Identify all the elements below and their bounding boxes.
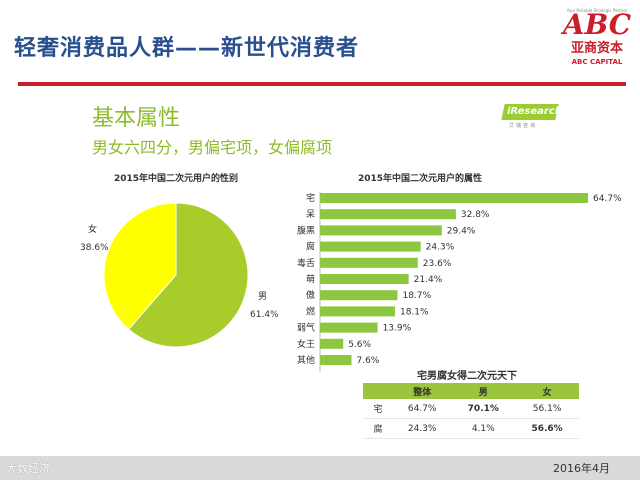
pie-category-label-female: 女: [88, 223, 97, 235]
summary-column-header: 整体: [393, 383, 452, 399]
bar-value-label: 64.7%: [593, 194, 622, 204]
bar-category-label: 燃: [306, 305, 315, 317]
bar-category-label: 傲: [306, 289, 315, 301]
bar-category-label: 弱气: [297, 322, 315, 334]
bar: [320, 274, 409, 284]
bar: [320, 209, 456, 220]
logo-abc-wordmark: ABC: [562, 8, 632, 41]
bar-category-label: 女王: [297, 338, 315, 350]
section-subheading: 男女六四分，男偏宅项，女偏腐项: [92, 138, 333, 157]
bar: [320, 193, 589, 203]
table-cell: 64.7%: [393, 399, 452, 419]
table-cell: 56.6%: [515, 418, 579, 439]
abc-capital-logo: Your Reliable Strategic Partner ABC 亚商资本…: [560, 8, 634, 68]
pie-value-label-female: 38.6%: [80, 243, 109, 253]
watermark: 大数经济: [6, 462, 50, 475]
bar-value-label: 5.6%: [348, 340, 371, 350]
pie-chart-title: 2015年中国二次元用户的性别: [114, 172, 238, 184]
pie-category-label-male: 男: [258, 291, 267, 302]
bar: [320, 241, 421, 252]
slide-title: 轻奢消费品人群——新世代消费者: [14, 36, 360, 61]
bar: [320, 290, 398, 301]
bar-category-label: 腹黑: [297, 224, 315, 236]
summary-table-header: 整体男女: [363, 383, 579, 399]
bar: [320, 225, 442, 236]
bar-category-label: 其他: [297, 354, 315, 366]
table-cell: 70.1%: [451, 399, 516, 419]
table-row: 腐 24.3% 4.1% 56.6%: [363, 418, 579, 439]
bar-category-label: 呆: [306, 209, 315, 220]
logo-tagline: Your Reliable Strategic Partner: [566, 8, 628, 13]
logo-chinese-name: 亚商资本: [570, 41, 623, 56]
bar-value-label: 13.9%: [383, 324, 412, 334]
attribute-bar-chart: 宅 64.7% 呆 32.8% 腹黑 29.4% 腐 24.3% 毒舌 23.6% 萌 21.4% 傲 1…: [297, 192, 622, 373]
table-cell: 宅: [363, 399, 393, 419]
bar-value-label: 18.7%: [402, 291, 431, 301]
pie-slice-female: [103, 202, 177, 331]
section-heading: 基本属性: [92, 106, 181, 131]
table-cell: 腐: [363, 418, 393, 439]
logo-english-name: ABC CAPITAL: [571, 58, 623, 66]
bar-value-label: 21.4%: [414, 275, 443, 285]
bar-category-label: 毒舌: [297, 257, 315, 269]
bar-category-label: 宅: [306, 192, 315, 204]
summary-column-header: [363, 383, 393, 399]
summary-table-title: 宅男腐女得二次元天下: [417, 371, 517, 382]
bar-value-label: 23.6%: [423, 259, 452, 269]
table-cell: 4.1%: [451, 418, 516, 439]
bar-value-label: 29.4%: [447, 226, 476, 236]
bar-chart-title: 2015年中国二次元用户的属性: [358, 172, 482, 184]
iresearch-logo: iResearch 艾瑞咨询: [501, 104, 562, 130]
bar: [320, 306, 395, 317]
summary-column-header: 男: [451, 383, 516, 399]
header-divider: [18, 82, 626, 86]
bar-value-label: 32.8%: [461, 210, 490, 220]
table-cell: 24.3%: [393, 418, 452, 439]
bar: [320, 257, 418, 268]
summary-table: 整体男女 宅 64.7% 70.1% 56.1% 腐 24.3% 4.1% 56.6%: [363, 383, 579, 439]
footer-date: 2016年4月: [553, 462, 610, 475]
pie-slice-male: [128, 202, 249, 348]
bar-category-label: 萌: [306, 273, 315, 285]
bar: [320, 355, 352, 365]
pie-value-label-male: 61.4%: [250, 310, 279, 320]
table-row: 宅 64.7% 70.1% 56.1%: [363, 399, 579, 419]
footer-bar: 大数经济 2016年4月: [0, 456, 640, 480]
bar-category-label: 腐: [306, 241, 315, 253]
bar-value-label: 24.3%: [426, 243, 455, 253]
iresearch-logo-text: iResearch: [507, 106, 562, 117]
bar-value-label: 7.6%: [356, 356, 379, 366]
table-cell: 56.1%: [515, 399, 579, 419]
summary-table-body: 宅 64.7% 70.1% 56.1% 腐 24.3% 4.1% 56.6%: [363, 399, 579, 439]
gender-pie-chart: 女 38.6% 男 61.4%: [80, 202, 279, 348]
summary-column-header: 女: [515, 383, 579, 399]
bar: [320, 322, 378, 333]
iresearch-logo-cn: 艾瑞咨询: [509, 123, 538, 129]
bar: [320, 338, 344, 349]
bar-value-label: 18.1%: [400, 307, 429, 317]
